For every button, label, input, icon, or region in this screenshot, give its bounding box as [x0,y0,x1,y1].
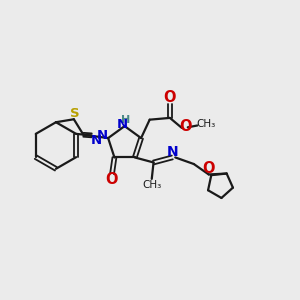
Text: S: S [70,107,79,120]
Text: O: O [180,119,192,134]
Text: O: O [105,172,118,187]
Text: N: N [167,145,179,159]
Text: O: O [202,161,215,176]
Text: CH₃: CH₃ [197,119,216,129]
Text: N: N [117,118,128,130]
Text: N: N [97,130,108,142]
Text: CH₃: CH₃ [142,180,161,190]
Text: H: H [121,115,130,124]
Text: O: O [164,89,176,104]
Text: N: N [90,134,101,147]
